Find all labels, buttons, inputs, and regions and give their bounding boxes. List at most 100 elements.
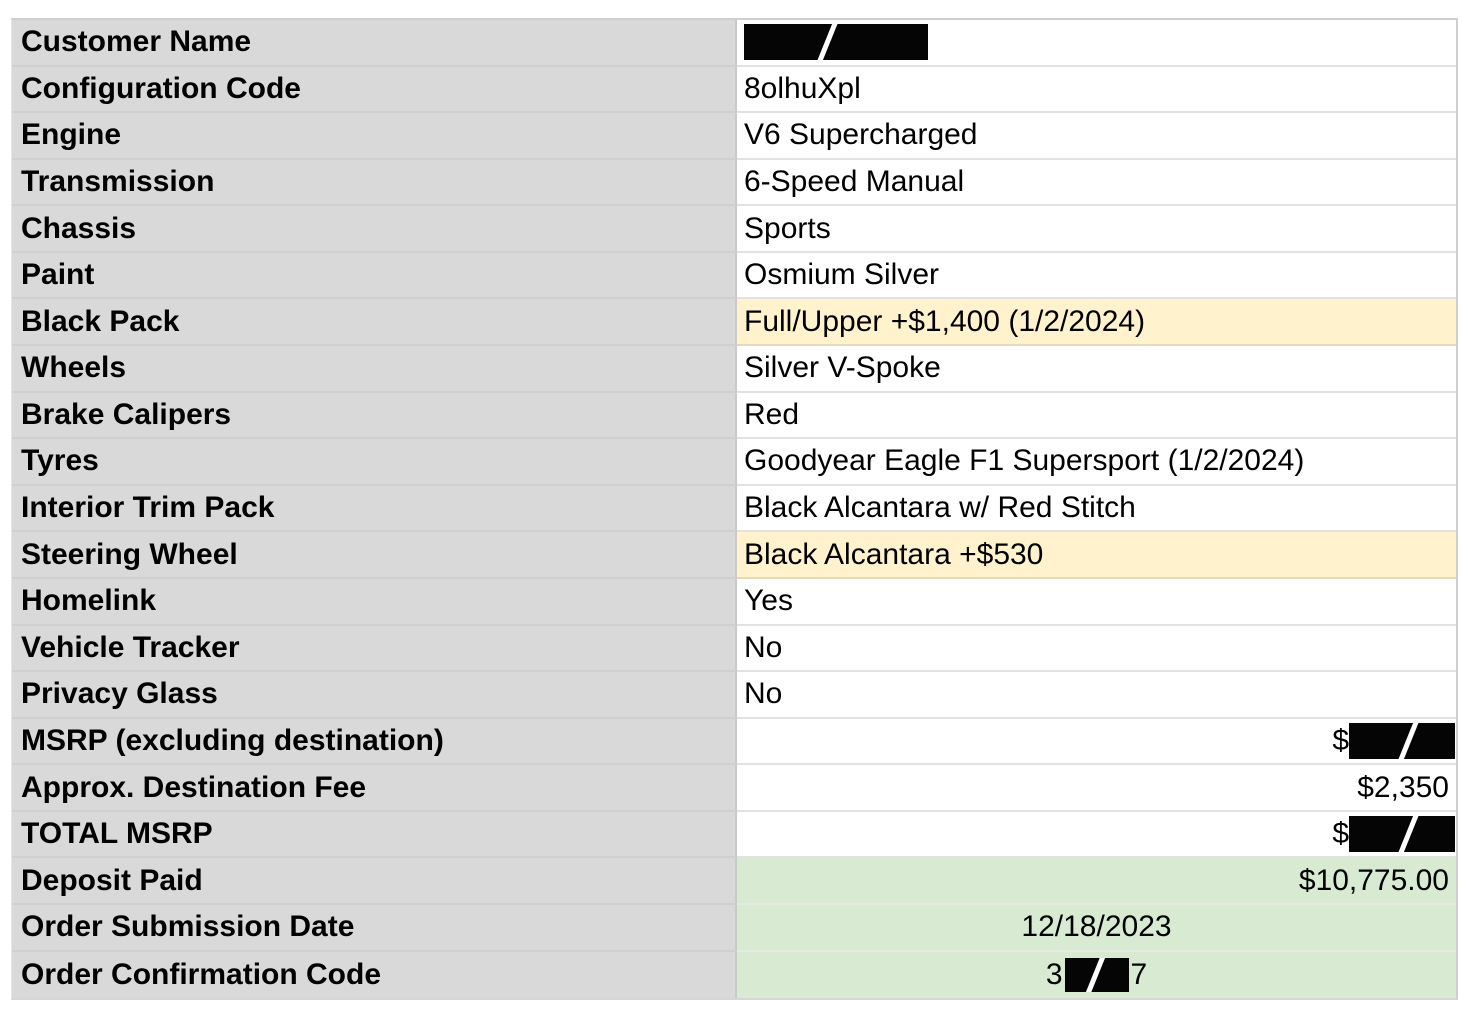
row-label[interactable]: Homelink (12, 578, 737, 626)
label-text: Homelink (21, 584, 157, 618)
code-suffix: 7 (1130, 957, 1148, 991)
row-value-highlighted[interactable]: Black Alcantara +$530 (737, 532, 1456, 579)
label-text: Deposit Paid (21, 863, 203, 897)
label-text: Customer Name (21, 25, 252, 59)
row-value[interactable]: $2,350 (737, 765, 1456, 812)
row-value[interactable]: $ (737, 718, 1456, 766)
value-text: No (744, 677, 783, 711)
value-text: No (744, 630, 783, 664)
row-privacy-glass: Privacy Glass No (12, 672, 1456, 719)
slash-mark (1397, 816, 1421, 853)
row-label[interactable]: Chassis (12, 206, 737, 253)
row-total-msrp: TOTAL MSRP $ (12, 811, 1456, 859)
label-text: TOTAL MSRP (21, 817, 213, 851)
row-value[interactable]: Sports (737, 206, 1456, 253)
row-label[interactable]: Configuration Code (12, 66, 737, 114)
label-text: Vehicle Tracker (21, 630, 240, 664)
row-label[interactable]: Customer Name (12, 20, 737, 67)
label-text: Privacy Glass (21, 677, 218, 711)
row-customer-name: Customer Name (12, 20, 1456, 67)
label-text: Black Pack (21, 304, 180, 338)
row-label[interactable]: Transmission (12, 159, 737, 207)
value-text: Sports (744, 211, 831, 245)
row-brake-calipers: Brake Calipers Red (12, 392, 1456, 440)
redaction-box (1349, 722, 1455, 759)
row-engine: Engine V6 Supercharged (12, 113, 1456, 160)
row-order-submission-date: Order Submission Date 12/18/2023 (12, 904, 1456, 952)
row-wheels: Wheels Silver V-Spoke (12, 346, 1456, 393)
row-paint: Paint Osmium Silver (12, 252, 1456, 300)
row-value[interactable]: 8olhuXpl (737, 66, 1456, 114)
label-text: Chassis (21, 211, 137, 245)
label-text: MSRP (excluding destination) (21, 723, 444, 757)
redaction-box (744, 24, 928, 61)
row-label[interactable]: TOTAL MSRP (12, 811, 737, 859)
row-label[interactable]: Wheels (12, 346, 737, 393)
row-value[interactable]: 6-Speed Manual (737, 159, 1456, 207)
row-homelink: Homelink Yes (12, 578, 1456, 626)
label-text: Approx. Destination Fee (21, 770, 367, 804)
value-text: $10,775.00 (1298, 863, 1449, 897)
row-label[interactable]: Vehicle Tracker (12, 625, 737, 673)
row-label[interactable]: Approx. Destination Fee (12, 765, 737, 812)
row-value[interactable] (737, 20, 1456, 67)
row-interior-trim-pack: Interior Trim Pack Black Alcantara w/ Re… (12, 485, 1456, 533)
row-msrp: MSRP (excluding destination) $ (12, 718, 1456, 766)
row-value-highlighted[interactable]: $10,775.00 (737, 858, 1456, 905)
row-label[interactable]: Interior Trim Pack (12, 485, 737, 533)
value-text: Silver V-Spoke (744, 351, 941, 385)
label-text: Brake Calipers (21, 397, 232, 431)
row-value[interactable]: V6 Supercharged (737, 113, 1456, 160)
row-label[interactable]: MSRP (excluding destination) (12, 718, 737, 766)
label-text: Paint (21, 258, 95, 292)
row-label[interactable]: Order Submission Date (12, 904, 737, 952)
row-order-confirmation-code: Order Confirmation Code 3 7 (12, 951, 1456, 999)
label-text: Configuration Code (21, 71, 301, 105)
row-value[interactable]: Red (737, 392, 1456, 440)
slash-mark (1084, 957, 1107, 992)
row-value[interactable]: Silver V-Spoke (737, 346, 1456, 393)
row-label[interactable]: Deposit Paid (12, 858, 737, 905)
row-label[interactable]: Paint (12, 252, 737, 300)
redaction-box (1064, 957, 1129, 992)
row-label[interactable]: Brake Calipers (12, 392, 737, 440)
slash-mark (816, 24, 839, 61)
label-text: Tyres (21, 444, 99, 478)
row-value[interactable]: Black Alcantara w/ Red Stitch (737, 485, 1456, 533)
row-value[interactable]: No (737, 672, 1456, 719)
value-text: Black Alcantara +$530 (744, 537, 1044, 571)
row-vehicle-tracker: Vehicle Tracker No (12, 625, 1456, 673)
row-label[interactable]: Engine (12, 113, 737, 160)
label-text: Wheels (21, 351, 127, 385)
row-value-highlighted[interactable]: Full/Upper +$1,400 (1/2/2024) (737, 299, 1456, 347)
row-value[interactable]: No (737, 625, 1456, 673)
value-text: Yes (744, 584, 793, 618)
label-text: Interior Trim Pack (21, 491, 275, 525)
row-destination-fee: Approx. Destination Fee $2,350 (12, 765, 1456, 812)
row-label[interactable]: Privacy Glass (12, 672, 737, 719)
row-label[interactable]: Tyres (12, 439, 737, 486)
label-text: Order Confirmation Code (21, 957, 382, 991)
label-text: Steering Wheel (21, 537, 238, 571)
row-value[interactable]: Yes (737, 578, 1456, 626)
value-text: Full/Upper +$1,400 (1/2/2024) (744, 304, 1146, 338)
row-label[interactable]: Order Confirmation Code (12, 951, 737, 999)
row-black-pack: Black Pack Full/Upper +$1,400 (1/2/2024) (12, 299, 1456, 347)
label-text: Transmission (21, 165, 215, 199)
row-value-highlighted[interactable]: 3 7 (737, 951, 1456, 999)
row-configuration-code: Configuration Code 8olhuXpl (12, 66, 1456, 114)
row-value[interactable]: $ (737, 811, 1456, 859)
row-label[interactable]: Steering Wheel (12, 532, 737, 579)
row-value[interactable]: Goodyear Eagle F1 Supersport (1/2/2024) (737, 439, 1456, 486)
value-text: V6 Supercharged (744, 118, 978, 152)
row-label[interactable]: Black Pack (12, 299, 737, 347)
row-deposit-paid: Deposit Paid $10,775.00 (12, 858, 1456, 905)
value-text: Red (744, 397, 800, 431)
row-value-highlighted[interactable]: 12/18/2023 (737, 904, 1456, 952)
slash-mark (1397, 722, 1421, 759)
label-text: Engine (21, 118, 122, 152)
row-value[interactable]: Osmium Silver (737, 252, 1456, 300)
currency-prefix: $ (1332, 723, 1349, 757)
row-steering-wheel: Steering Wheel Black Alcantara +$530 (12, 532, 1456, 579)
redaction-box (1349, 816, 1455, 853)
